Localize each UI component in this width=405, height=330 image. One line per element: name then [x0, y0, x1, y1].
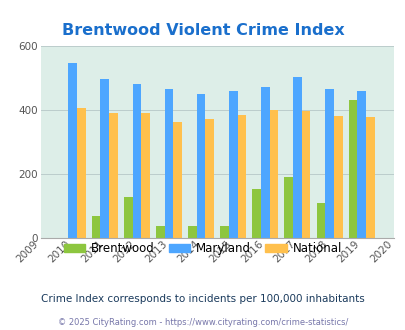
Bar: [132, 84, 141, 238]
Bar: [237, 115, 246, 238]
Bar: [68, 63, 77, 238]
Bar: [333, 116, 342, 238]
Bar: [205, 119, 213, 238]
Bar: [348, 100, 356, 238]
Bar: [301, 111, 310, 238]
Bar: [156, 226, 164, 238]
Bar: [220, 226, 228, 238]
Bar: [164, 89, 173, 238]
Bar: [292, 77, 301, 238]
Bar: [252, 189, 260, 238]
Bar: [173, 122, 181, 238]
Bar: [141, 113, 149, 238]
Legend: Brentwood, Maryland, National: Brentwood, Maryland, National: [59, 237, 346, 260]
Text: © 2025 CityRating.com - https://www.cityrating.com/crime-statistics/: © 2025 CityRating.com - https://www.city…: [58, 318, 347, 327]
Bar: [269, 110, 278, 238]
Bar: [124, 197, 132, 238]
Bar: [196, 94, 205, 238]
Text: Brentwood Violent Crime Index: Brentwood Violent Crime Index: [62, 23, 343, 38]
Bar: [284, 177, 292, 238]
Bar: [365, 117, 374, 238]
Text: Crime Index corresponds to incidents per 100,000 inhabitants: Crime Index corresponds to incidents per…: [41, 294, 364, 304]
Bar: [109, 113, 117, 238]
Bar: [77, 108, 85, 238]
Bar: [260, 87, 269, 238]
Bar: [100, 79, 109, 238]
Bar: [356, 91, 365, 238]
Bar: [324, 89, 333, 238]
Bar: [316, 203, 324, 238]
Bar: [92, 216, 100, 238]
Bar: [228, 91, 237, 238]
Bar: [188, 226, 196, 238]
